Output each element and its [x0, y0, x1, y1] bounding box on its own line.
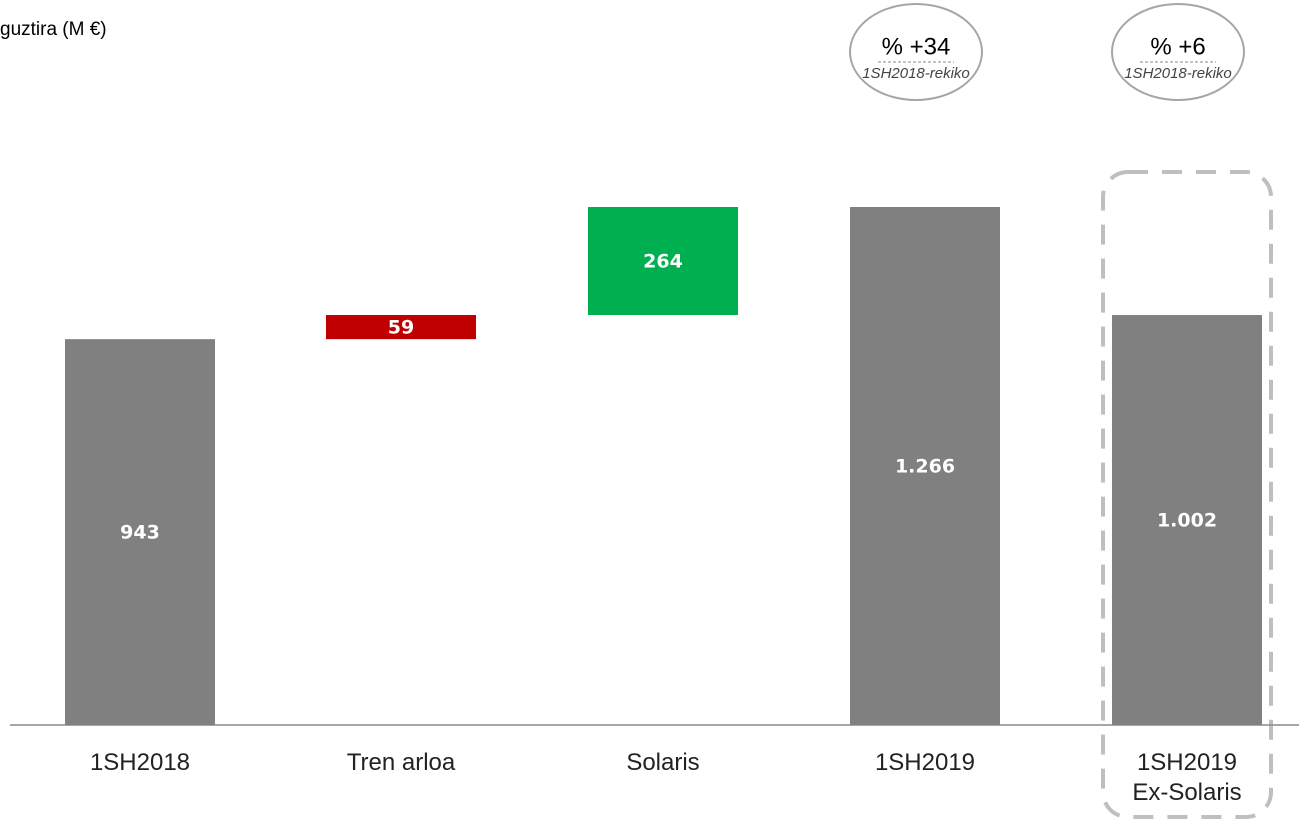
- x-tick-label: 1SH2019 Ex-Solaris: [1132, 749, 1242, 806]
- bar: [326, 315, 476, 340]
- x-tick-label: Tren arloa: [346, 749, 456, 776]
- annotation-subtext: 1SH2018-rekiko: [1124, 65, 1232, 82]
- chart-title: guztira (M €): [0, 19, 107, 40]
- highlight-box: [1101, 170, 1273, 819]
- annotation-subtext: 1SH2018-rekiko: [862, 65, 970, 82]
- value-label: 264: [643, 251, 683, 273]
- annotation-text: % +6: [1150, 33, 1205, 60]
- bar: [65, 339, 215, 725]
- bar: [850, 207, 1000, 725]
- value-label: 59: [388, 317, 414, 339]
- annotation-text: % +34: [882, 33, 951, 60]
- value-label: 943: [120, 522, 160, 544]
- bar: [1112, 315, 1262, 725]
- value-label: 1.266: [895, 456, 955, 478]
- bar: [588, 207, 738, 316]
- x-tick-label: 1SH2019: [874, 749, 976, 776]
- annotation-circle: [849, 3, 983, 101]
- value-label: 1.002: [1157, 510, 1217, 532]
- x-tick-label: 1SH2018: [89, 749, 191, 776]
- annotation-circle: [1111, 3, 1245, 101]
- x-tick-label: Solaris: [626, 749, 700, 776]
